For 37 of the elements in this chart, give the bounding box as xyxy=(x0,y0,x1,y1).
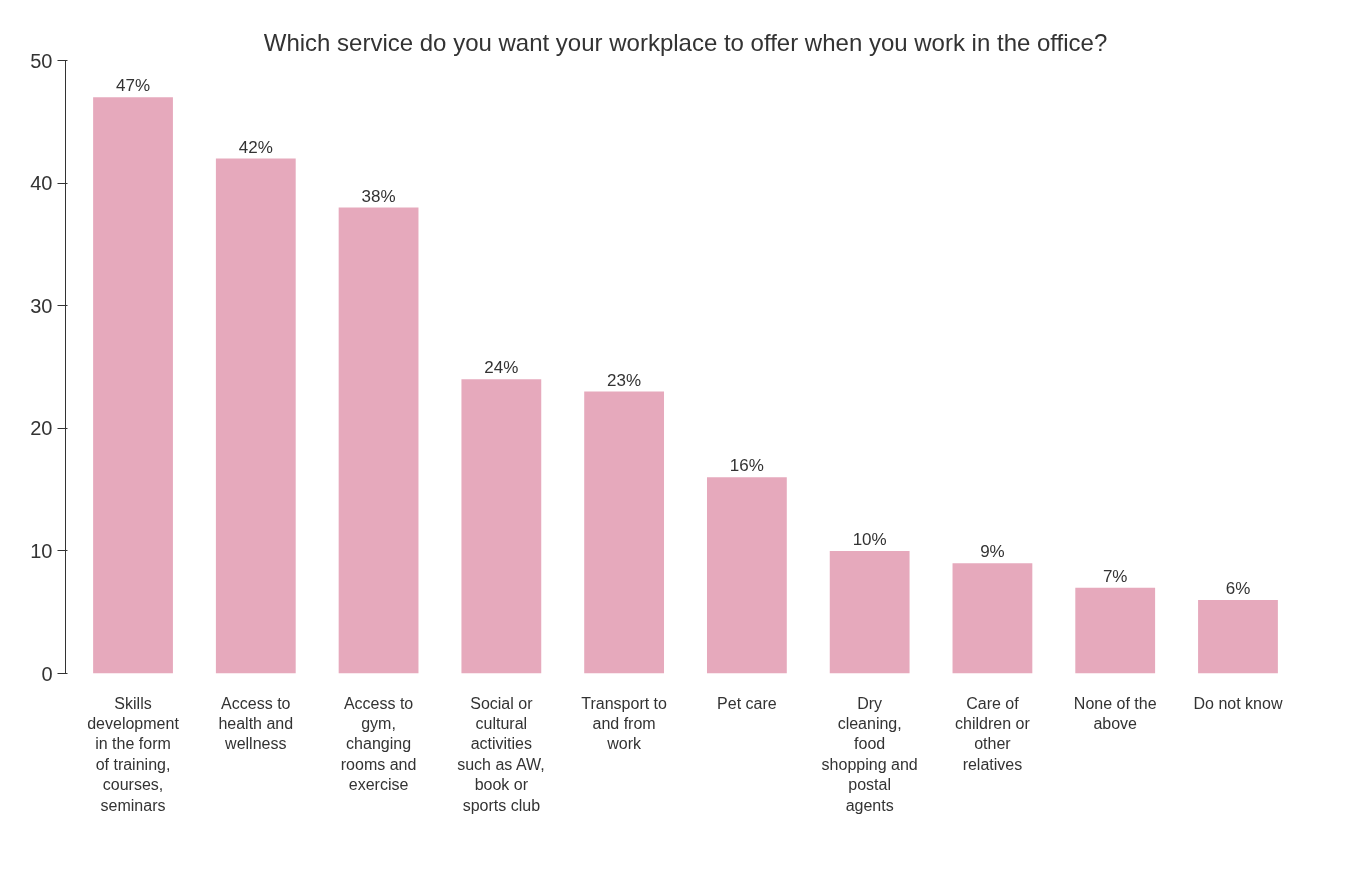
bar xyxy=(461,379,542,674)
bar xyxy=(706,477,787,674)
chart-title: Which service do you want your workplace to offer when you work in the office? xyxy=(263,28,1108,56)
bar xyxy=(1075,587,1156,674)
bar xyxy=(952,563,1033,674)
x-tick-label: Transport to and from work xyxy=(581,694,668,753)
data-label: 6% xyxy=(1225,578,1251,598)
x-tick-label: Access to health and wellness xyxy=(218,694,294,753)
y-tick-label: 50 xyxy=(30,49,53,72)
bar xyxy=(93,97,173,674)
bar xyxy=(829,550,910,674)
bar xyxy=(215,158,296,674)
y-tick-label: 30 xyxy=(30,294,53,317)
bar xyxy=(1198,599,1278,674)
y-tick-label: 0 xyxy=(41,662,53,685)
x-tick-label: Pet care xyxy=(717,694,777,712)
data-label: 9% xyxy=(980,542,1005,562)
x-tick-label: Social or cultural activities such as AW, book or sports club xyxy=(457,694,545,814)
x-tick-label: Skills development in the form of training, courses, seminars xyxy=(87,694,180,814)
bar xyxy=(338,207,419,674)
y-tick-label: 40 xyxy=(30,172,53,195)
data-label: 23% xyxy=(607,370,642,390)
data-label: 47% xyxy=(116,76,151,96)
x-tick-label: Access to gym, changing rooms and exercise xyxy=(340,694,417,794)
data-label: 16% xyxy=(729,456,764,476)
x-tick-label: None of the above xyxy=(1073,694,1157,732)
y-tick-label: 20 xyxy=(30,417,53,440)
x-tick-label: Care of children or other relatives xyxy=(955,694,1031,773)
data-label: 10% xyxy=(852,529,887,549)
x-tick-label: Do not know xyxy=(1193,694,1283,712)
data-label: 38% xyxy=(361,186,396,206)
bar xyxy=(584,391,665,674)
data-label: 7% xyxy=(1102,566,1128,586)
data-label: 42% xyxy=(238,137,273,157)
x-tick-label: Dry cleaning, food shopping and postal agents xyxy=(821,694,918,814)
y-tick-label: 10 xyxy=(30,539,53,562)
data-label: 24% xyxy=(484,358,519,378)
